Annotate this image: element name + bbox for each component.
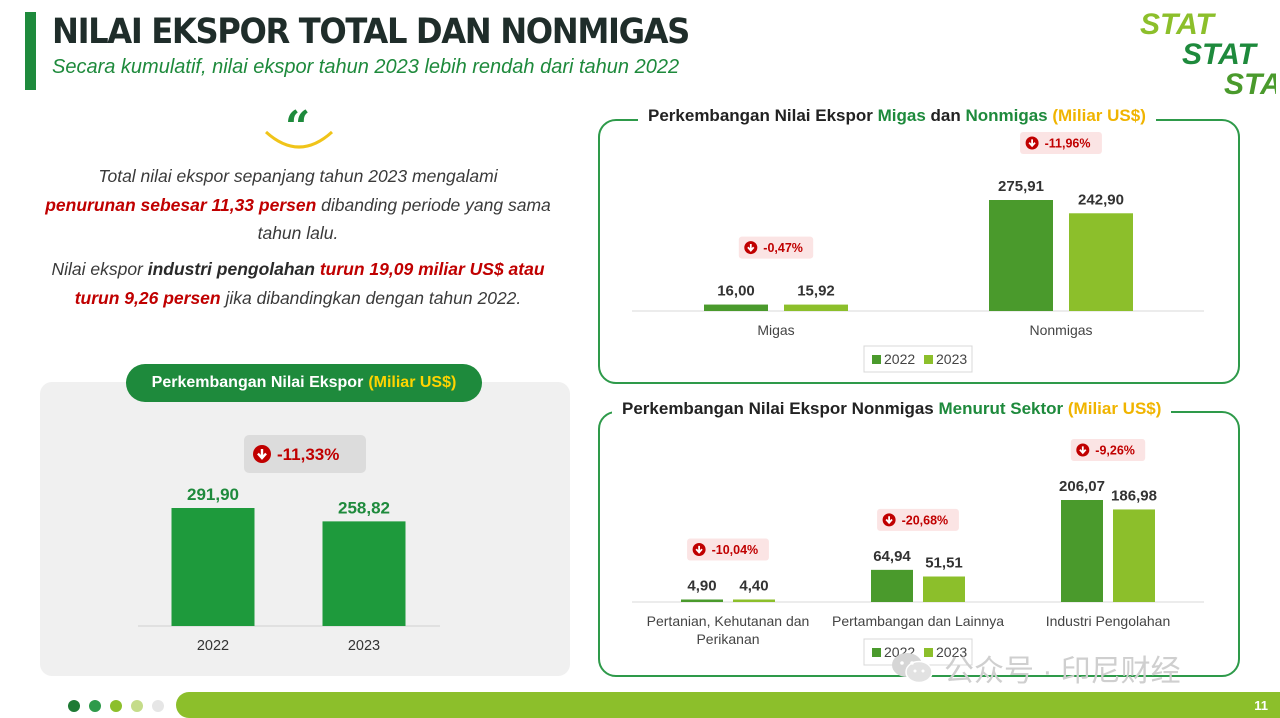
bps-logo-icon: STAT STAT STAT xyxy=(1140,8,1276,98)
quote-p2-e: jika dibandingkan dengan tahun 2022. xyxy=(220,287,522,308)
card1-title-b: Migas xyxy=(877,106,926,125)
footer-dot xyxy=(110,700,122,712)
footer-dot xyxy=(89,700,101,712)
migas-nonmigas-title: Perkembangan Nilai Ekspor Migas dan Nonm… xyxy=(638,106,1156,126)
total-export-unit: (Miliar US$) xyxy=(368,374,457,391)
footer-dot xyxy=(152,700,164,712)
page-number: 11 xyxy=(1254,698,1268,713)
migas-nonmigas-card xyxy=(598,119,1240,384)
watermark: 公众号 · 印尼财经 xyxy=(890,646,1181,690)
quote-paragraph-2: Nilai ekspor industri pengolahan turun 1… xyxy=(42,255,554,312)
card1-title-d: Nonmigas xyxy=(965,106,1048,125)
card1-title-e: (Miliar US$) xyxy=(1047,106,1146,125)
card1-title-a: Perkembangan Nilai Ekspor xyxy=(648,106,878,125)
quote-paragraph-1: Total nilai ekspor sepanjang tahun 2023 … xyxy=(42,162,554,248)
quote-p2-d: turun 19,09 miliar US$ atau turun 9,26 p… xyxy=(74,259,545,308)
quote-arc-decoration xyxy=(264,130,334,149)
logo-text-row3: STAT xyxy=(1224,68,1276,98)
page-subtitle: Secara kumulatif, nilai ekspor tahun 202… xyxy=(52,56,680,78)
card2-title-c: (Miliar US$) xyxy=(1063,399,1162,418)
total-export-title-text: Perkembangan Nilai Ekspor xyxy=(151,374,364,391)
footer-dots xyxy=(68,700,164,712)
card2-title-a: Perkembangan Nilai Ekspor Nonmigas xyxy=(622,399,939,418)
footer-dot xyxy=(131,700,143,712)
watermark-text: 公众号 · 印尼财经 xyxy=(944,655,1181,688)
quote-p1-c: dibanding periode yang sama tahun lalu. xyxy=(257,194,551,244)
page-title: NILAI EKSPOR TOTAL DAN NONMIGAS xyxy=(52,12,690,52)
wechat-icon xyxy=(892,653,933,684)
logo-text-row2: STAT xyxy=(1182,38,1259,71)
footer-bar xyxy=(176,692,1280,718)
card2-title-b: Menurut Sektor xyxy=(938,399,1064,418)
total-export-panel xyxy=(40,382,570,676)
quote-p2-b: industri pengolahan xyxy=(147,259,315,279)
logo-text-row1: STAT xyxy=(1140,8,1217,41)
quote-p2-a: Nilai ekspor xyxy=(51,259,148,279)
sektor-card xyxy=(598,411,1240,677)
quote-p1-a: Total nilai ekspor sepanjang tahun 2023 … xyxy=(98,166,498,186)
total-export-title: Perkembangan Nilai Ekspor (Miliar US$) xyxy=(126,364,482,402)
quote-p1-b: penurunan sebesar 11,33 persen xyxy=(45,194,317,215)
sektor-title: Perkembangan Nilai Ekspor Nonmigas Menur… xyxy=(612,399,1172,419)
card1-title-c: dan xyxy=(925,106,966,125)
footer-dot xyxy=(68,700,80,712)
title-accent-bar xyxy=(25,12,36,90)
